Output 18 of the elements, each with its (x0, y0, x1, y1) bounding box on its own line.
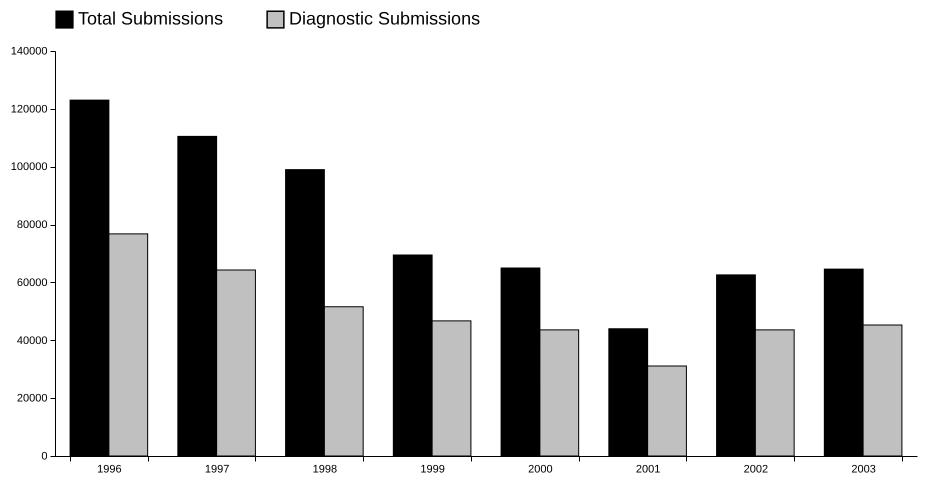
y-tick-label: 120000 (10, 103, 48, 116)
y-tick-label: 100000 (10, 161, 48, 174)
x-tick-label: 1996 (97, 464, 122, 476)
y-tick-label: 40000 (16, 334, 48, 347)
x-tick-label: 1998 (312, 464, 338, 476)
x-tick-label: 1999 (420, 464, 445, 476)
x-tick-label: 2002 (744, 464, 768, 476)
x-tick-label: 2000 (528, 464, 553, 476)
y-tick-label: 20000 (16, 392, 48, 405)
legend-label: Total Submissions (78, 8, 224, 29)
x-tick-label: 2001 (636, 464, 660, 476)
y-tick-label: 60000 (16, 276, 48, 289)
x-tick-label: 2003 (851, 464, 876, 476)
x-tick-label: 1997 (204, 464, 230, 476)
y-tick-label: 140000 (10, 46, 48, 58)
y-tick-label: 80000 (16, 219, 48, 232)
y-tick-label: 0 (41, 450, 48, 462)
legend-label: Diagnostic Submissions (289, 8, 480, 29)
